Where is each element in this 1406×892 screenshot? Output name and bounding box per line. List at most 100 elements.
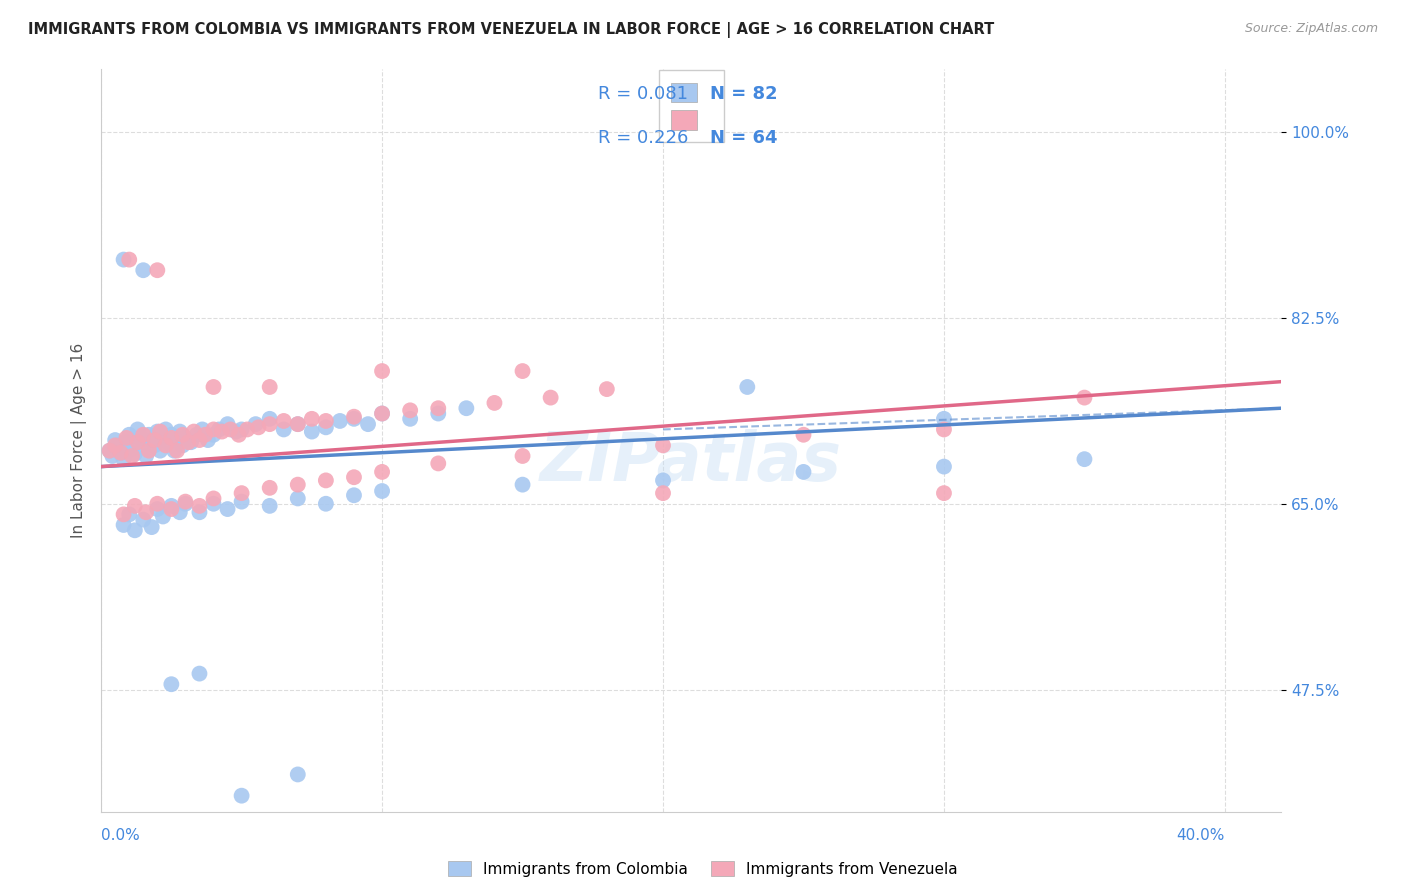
- Point: [110, 446, 132, 460]
- Point: [112, 252, 135, 267]
- Point: [135, 505, 157, 519]
- Point: [231, 494, 253, 508]
- Point: [259, 417, 281, 431]
- Point: [273, 422, 295, 436]
- Point: [146, 497, 169, 511]
- Point: [371, 407, 394, 421]
- Point: [112, 508, 135, 522]
- Point: [484, 396, 506, 410]
- Point: [121, 442, 143, 456]
- Point: [118, 252, 141, 267]
- Point: [115, 435, 138, 450]
- Point: [315, 497, 337, 511]
- Point: [228, 427, 250, 442]
- Text: IMMIGRANTS FROM COLOMBIA VS IMMIGRANTS FROM VENEZUELA IN LABOR FORCE | AGE > 16 : IMMIGRANTS FROM COLOMBIA VS IMMIGRANTS F…: [28, 22, 994, 38]
- Point: [124, 523, 146, 537]
- Point: [1073, 391, 1095, 405]
- Point: [135, 449, 157, 463]
- Point: [259, 380, 281, 394]
- Point: [174, 497, 197, 511]
- Point: [792, 427, 814, 442]
- Text: R = 0.226: R = 0.226: [598, 129, 688, 147]
- Point: [132, 263, 155, 277]
- Point: [932, 459, 955, 474]
- Point: [596, 382, 619, 396]
- Point: [512, 449, 534, 463]
- Point: [287, 417, 309, 431]
- Point: [399, 403, 422, 417]
- Text: N = 82: N = 82: [710, 85, 778, 103]
- Point: [231, 486, 253, 500]
- Point: [143, 438, 166, 452]
- Point: [259, 481, 281, 495]
- Point: [315, 414, 337, 428]
- Point: [343, 470, 366, 484]
- Point: [652, 438, 675, 452]
- Text: 0.0%: 0.0%: [101, 828, 139, 843]
- Point: [104, 438, 127, 452]
- Point: [737, 380, 759, 394]
- Point: [208, 422, 231, 436]
- Point: [152, 431, 174, 445]
- Point: [932, 422, 955, 436]
- Point: [273, 414, 295, 428]
- Point: [247, 420, 270, 434]
- Point: [143, 433, 166, 447]
- Point: [104, 433, 127, 447]
- Point: [259, 499, 281, 513]
- Point: [121, 449, 143, 463]
- Text: 40.0%: 40.0%: [1177, 828, 1225, 843]
- Point: [112, 452, 135, 467]
- Point: [301, 425, 323, 439]
- Point: [197, 433, 219, 447]
- Point: [180, 435, 202, 450]
- Point: [98, 443, 121, 458]
- Point: [112, 518, 135, 533]
- Point: [132, 435, 155, 450]
- Point: [343, 488, 366, 502]
- Point: [98, 443, 121, 458]
- Point: [115, 431, 138, 445]
- Point: [146, 502, 169, 516]
- Point: [792, 465, 814, 479]
- Point: [129, 431, 152, 445]
- Point: [315, 474, 337, 488]
- Point: [231, 789, 253, 803]
- Point: [127, 435, 149, 450]
- Point: [138, 443, 160, 458]
- Point: [399, 412, 422, 426]
- Point: [174, 494, 197, 508]
- Point: [202, 491, 225, 506]
- Point: [132, 427, 155, 442]
- Point: [512, 364, 534, 378]
- Point: [172, 438, 194, 452]
- Point: [427, 401, 450, 416]
- Point: [183, 425, 205, 439]
- Text: N = 64: N = 64: [710, 129, 778, 147]
- Point: [343, 412, 366, 426]
- Point: [124, 447, 146, 461]
- Text: Source: ZipAtlas.com: Source: ZipAtlas.com: [1244, 22, 1378, 36]
- Point: [315, 420, 337, 434]
- Y-axis label: In Labor Force | Age > 16: In Labor Force | Age > 16: [72, 343, 87, 538]
- Point: [932, 486, 955, 500]
- Legend: Immigrants from Colombia, Immigrants from Venezuela: Immigrants from Colombia, Immigrants fro…: [440, 854, 966, 884]
- Point: [110, 446, 132, 460]
- Point: [188, 499, 211, 513]
- Point: [101, 449, 124, 463]
- Point: [163, 443, 186, 458]
- Point: [225, 425, 247, 439]
- Point: [287, 477, 309, 491]
- Point: [202, 422, 225, 436]
- Point: [160, 502, 183, 516]
- Point: [169, 425, 191, 439]
- Point: [152, 509, 174, 524]
- Point: [231, 422, 253, 436]
- Point: [141, 433, 163, 447]
- Point: [160, 427, 183, 442]
- Text: ZIPatlas: ZIPatlas: [540, 429, 842, 495]
- Point: [160, 677, 183, 691]
- Legend: , : ,: [658, 70, 724, 143]
- Point: [118, 427, 141, 442]
- Point: [371, 364, 394, 378]
